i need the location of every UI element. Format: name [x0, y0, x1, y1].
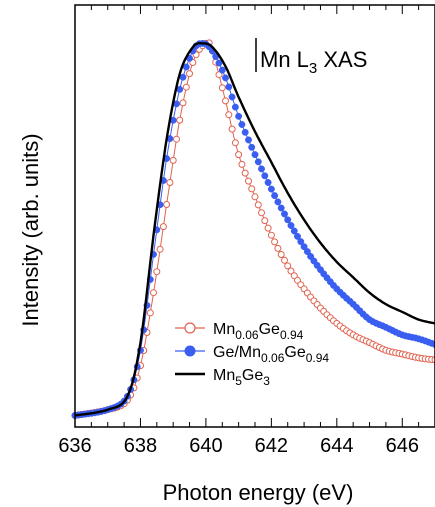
- legend-label: Mn5Ge3: [213, 367, 270, 388]
- legend-entry: Mn0.06Ge0.94: [175, 321, 304, 342]
- plot-frame: [74, 4, 435, 428]
- x-tick-label: 642: [255, 435, 288, 457]
- series-point: [228, 93, 236, 101]
- series-point: [186, 70, 193, 78]
- series-point: [173, 135, 180, 143]
- series-point: [251, 193, 259, 201]
- legend-label: Ge/Mn0.06Ge0.94: [213, 344, 329, 365]
- series-point: [248, 143, 256, 151]
- series-point: [179, 99, 187, 107]
- series-point: [153, 268, 161, 276]
- series-point: [156, 245, 164, 253]
- series-point: [218, 66, 226, 74]
- series-point: [274, 198, 282, 206]
- series-point: [277, 251, 285, 258]
- series-point: [218, 84, 226, 92]
- legend-marker: [184, 345, 196, 357]
- y-axis-label: Intensity (arb. units): [18, 133, 43, 326]
- series-point: [169, 156, 177, 164]
- series-point: [261, 172, 269, 180]
- x-tick-label: 640: [189, 435, 222, 457]
- series-point: [238, 121, 246, 128]
- series-point: [146, 309, 154, 317]
- series-point: [271, 238, 279, 246]
- series-point: [254, 201, 262, 209]
- series-point: [281, 256, 288, 264]
- series-line: [74, 42, 435, 417]
- series-point: [179, 73, 187, 81]
- legend-label: Mn0.06Ge0.94: [213, 321, 304, 342]
- series-point: [235, 151, 243, 159]
- series-point: [163, 201, 171, 208]
- series-point: [267, 231, 275, 239]
- series-point: [225, 111, 233, 119]
- x-tick-labels: 636 638 640 642 644 646: [58, 435, 419, 457]
- chart-title-sub: 3: [309, 60, 317, 77]
- chart-title: Mn L3 XAS: [260, 47, 367, 77]
- series-point: [176, 116, 184, 124]
- series-point: [264, 179, 272, 186]
- x-tick-label: 636: [58, 435, 91, 457]
- series-point: [231, 103, 239, 111]
- series-point: [182, 83, 190, 91]
- series-point: [222, 97, 229, 105]
- chart-title-b: XAS: [317, 47, 367, 72]
- series-point: [258, 209, 265, 217]
- x-tick-label: 646: [386, 435, 419, 457]
- series-point: [261, 217, 269, 225]
- series-point: [294, 232, 301, 240]
- series-point: [228, 125, 236, 133]
- series-point: [274, 244, 282, 252]
- legend-entry: Mn5Ge3: [175, 367, 270, 388]
- series-point: [251, 151, 259, 159]
- legend-marker: [184, 322, 196, 334]
- series-point: [245, 177, 252, 185]
- series-1: [71, 39, 435, 419]
- series-layer: [71, 39, 435, 419]
- series-point: [235, 112, 243, 120]
- series-point: [241, 169, 249, 177]
- chart-title-a: Mn L: [260, 47, 309, 72]
- series-point: [297, 238, 305, 246]
- series-point: [300, 243, 308, 251]
- series-point: [287, 222, 295, 229]
- x-axis-label: Photon energy (eV): [163, 480, 354, 505]
- series-point: [248, 185, 256, 193]
- series-point: [225, 83, 233, 91]
- series-point: [150, 289, 157, 297]
- tick-marks: [74, 5, 435, 427]
- series-0: [71, 39, 435, 419]
- series-point: [277, 204, 285, 212]
- series-point: [271, 192, 279, 200]
- series-point: [254, 158, 262, 166]
- series-point: [238, 160, 246, 168]
- series-point: [290, 227, 298, 235]
- series-point: [281, 210, 288, 218]
- series-point: [215, 71, 223, 79]
- series-point: [258, 165, 265, 173]
- series-2: [74, 42, 435, 417]
- x-tick-label: 644: [320, 435, 353, 457]
- series-point: [284, 216, 292, 224]
- series-point: [245, 136, 252, 144]
- series-point: [166, 179, 174, 186]
- series-point: [303, 248, 311, 256]
- series-point: [231, 139, 239, 147]
- series-point: [222, 74, 229, 82]
- legend-entry: Ge/Mn0.06Ge0.94: [175, 344, 329, 365]
- series-point: [287, 267, 295, 275]
- series-point: [241, 128, 249, 136]
- series-point: [267, 185, 275, 193]
- series-point: [215, 59, 223, 67]
- series-point: [264, 224, 272, 232]
- series-point: [159, 223, 167, 231]
- x-tick-label: 638: [124, 435, 157, 457]
- series-point: [284, 262, 292, 270]
